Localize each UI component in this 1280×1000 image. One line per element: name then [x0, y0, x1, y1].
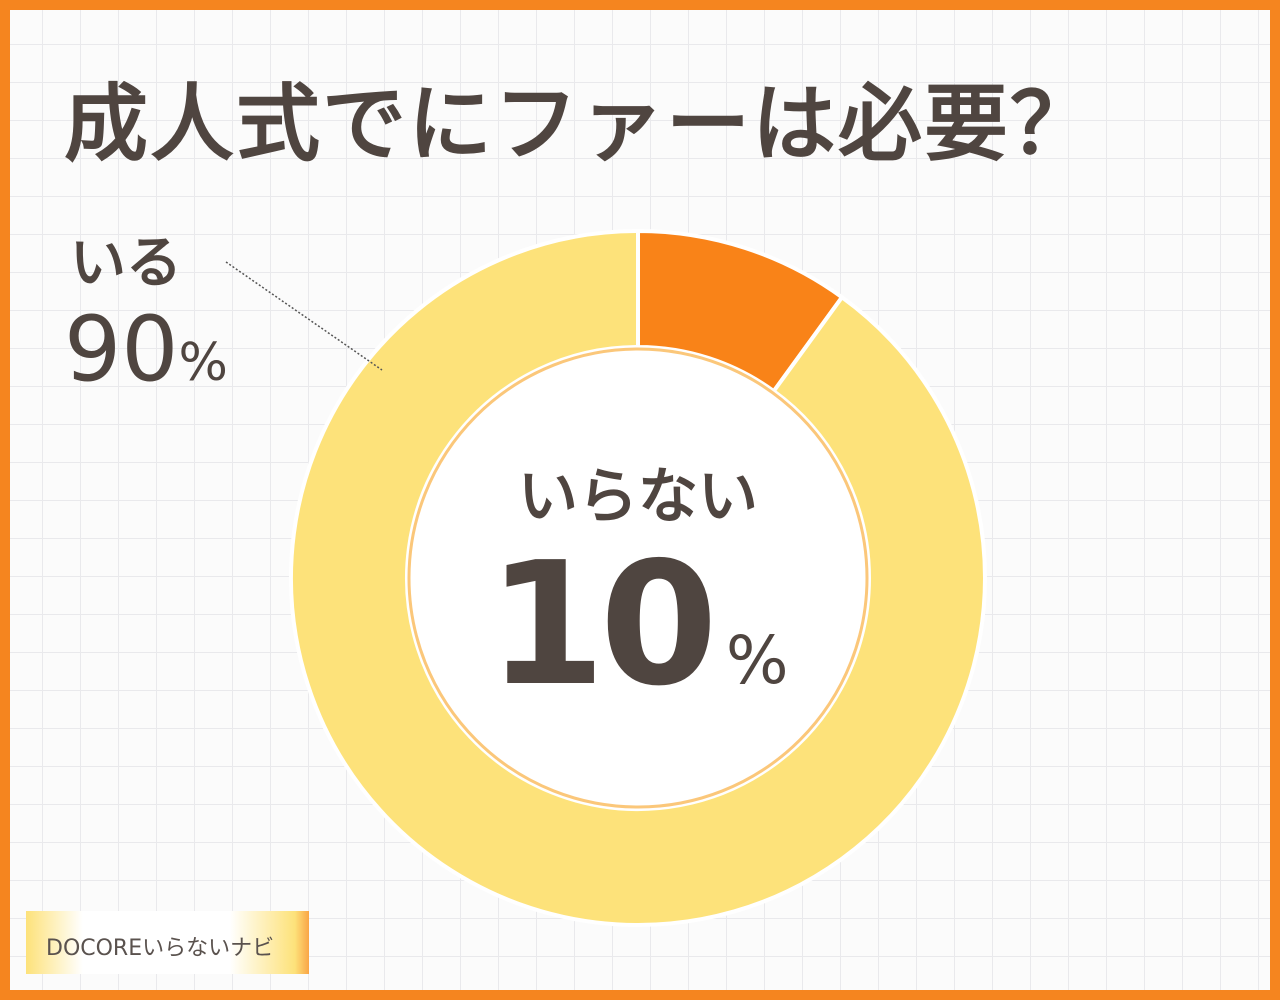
chart-title: 成人式でにファーは必要？ — [64, 75, 1097, 173]
slice-label-no: いらない — [518, 462, 758, 532]
logo: DOCOREいらないナビ — [26, 911, 309, 974]
slice-value-yes: 90% — [64, 297, 228, 402]
slice-label-yes: いる — [70, 231, 182, 296]
leader-line — [225, 261, 383, 371]
slice-value-no: 10% — [487, 526, 789, 724]
slice-1 — [289, 228, 987, 927]
donut-hole — [407, 347, 869, 809]
